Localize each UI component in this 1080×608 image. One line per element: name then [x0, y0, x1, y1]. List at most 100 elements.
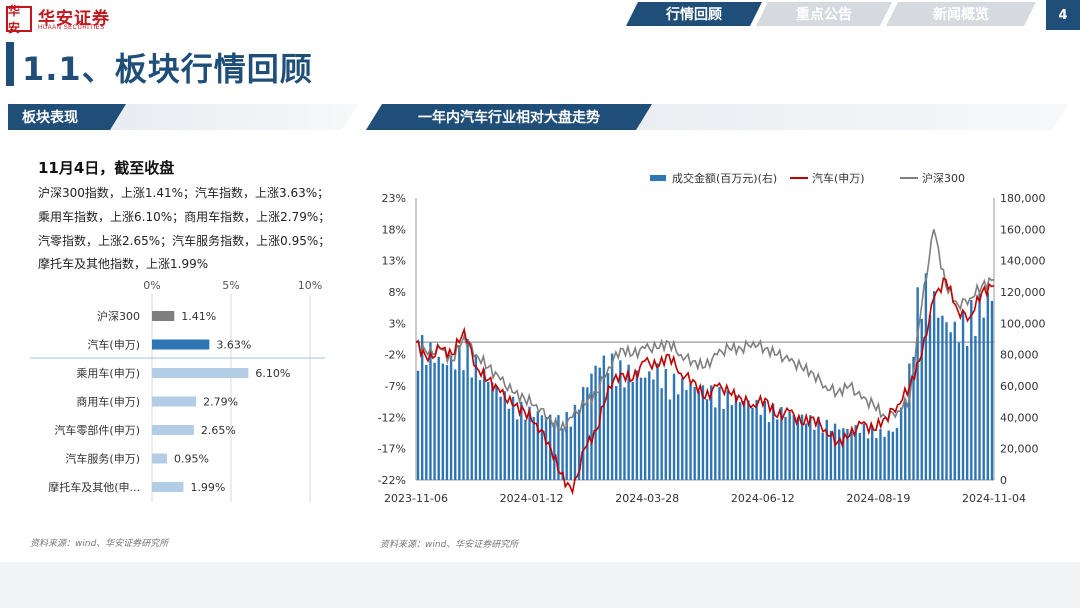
- volume-bar: [767, 422, 771, 480]
- volume-bar: [871, 425, 874, 480]
- volume-bar: [937, 317, 940, 480]
- volume-bar: [866, 438, 870, 480]
- summary-line-3: 汽零指数，上涨2.65%；汽车服务指数，上涨0.95%；: [38, 234, 331, 248]
- volume-bar: [536, 411, 539, 480]
- csi300-line: [415, 229, 995, 434]
- volume-bar: [982, 317, 985, 480]
- volume-bar: [755, 399, 758, 480]
- volume-bar: [821, 432, 824, 480]
- volume-bar: [796, 417, 800, 480]
- volume-bar: [776, 419, 779, 480]
- value-label: 2.79%: [203, 396, 238, 409]
- volume-bar: [639, 377, 643, 480]
- tab-news[interactable]: 新闻概览: [886, 2, 1036, 26]
- tab-announcements[interactable]: 重点公告: [756, 2, 892, 26]
- category-label: 商用车(申万): [76, 395, 140, 409]
- volume-bar: [660, 388, 663, 480]
- category-label: 汽车零部件(申万): [54, 423, 140, 437]
- bar: [152, 368, 249, 378]
- volume-bar: [482, 368, 486, 480]
- legend-label: 汽车(申万): [812, 171, 865, 185]
- volume-bar: [606, 373, 610, 480]
- legend-swatch-volume: [650, 175, 666, 181]
- volume-bar: [561, 428, 564, 480]
- x-tick-label: 5%: [222, 279, 239, 292]
- date-heading: 11月4日，截至收盘: [38, 159, 175, 177]
- category-label: 乘用车(申万): [76, 366, 140, 380]
- volume-bar: [474, 354, 478, 480]
- y-right-tick-label: 40,000: [1000, 411, 1039, 424]
- section-left-header: 板块表现: [8, 104, 126, 130]
- volume-bar: [738, 402, 742, 480]
- volume-bar: [846, 428, 849, 480]
- volume-bar: [515, 419, 519, 480]
- volume-bar: [681, 378, 684, 480]
- bar: [152, 425, 194, 435]
- volume-bar: [784, 416, 787, 480]
- tab-market-review[interactable]: 行情回顾: [626, 2, 762, 26]
- volume-bar: [532, 417, 535, 480]
- volume-bar: [743, 401, 746, 480]
- volume-bar: [883, 436, 886, 480]
- volume-bar: [965, 345, 969, 480]
- y-right-tick-label: 100,000: [1000, 317, 1046, 330]
- volume-bar: [949, 332, 952, 480]
- sector-performance-bar-chart: 0% 5% 10% 沪深300 1.41% 汽车(申万) 3.63% 乘用车(申万) 6.10%…: [30, 279, 325, 502]
- volume-bar: [722, 408, 725, 480]
- x-tick-label: 10%: [298, 279, 322, 292]
- volume-bar: [648, 371, 651, 480]
- y-left-tick-label: -22%: [378, 474, 406, 487]
- y-left-tick-label: 3%: [389, 317, 406, 330]
- bar: [152, 396, 197, 407]
- volume-bar: [668, 399, 672, 480]
- volume-bar: [792, 415, 795, 480]
- volume-bar: [528, 406, 531, 480]
- x-tick-label: 2024-08-19: [846, 492, 910, 505]
- volume-bar: [441, 363, 445, 480]
- volume-bar: [466, 338, 469, 480]
- volume-bar: [953, 321, 956, 480]
- bar: [152, 482, 184, 492]
- volume-bar: [511, 396, 515, 480]
- value-label: 1.41%: [181, 310, 216, 323]
- volume-bar: [577, 409, 581, 480]
- volume-bar: [763, 400, 767, 480]
- y-left-tick-label: -7%: [385, 380, 406, 393]
- volume-bar: [904, 399, 907, 480]
- footer-band: [0, 562, 1080, 608]
- y-right-tick-label: 120,000: [1000, 286, 1046, 299]
- logo-text: 华安证券: [38, 9, 110, 29]
- volume-bar: [800, 414, 804, 480]
- volume-bar: [420, 335, 424, 480]
- volume-bar: [895, 427, 899, 480]
- volume-bar: [615, 386, 618, 480]
- volume-bar: [825, 419, 828, 480]
- title-accent-bar: [6, 42, 14, 86]
- volume-bar: [932, 291, 936, 480]
- volume-bar: [891, 431, 895, 480]
- relative-trend-chart: 成交金额(百万元)(右) 汽车(申万) 沪深300 23% 18% 13% 8% 3% -2% -…: [378, 171, 1046, 505]
- volume-bar: [899, 407, 903, 480]
- volume-bar: [887, 430, 890, 480]
- logo-mark: 华安: [6, 4, 32, 35]
- volume-bar: [689, 384, 692, 480]
- y-right-tick-label: 80,000: [1000, 349, 1039, 362]
- volume-bar: [829, 430, 833, 480]
- volume-bar: [788, 411, 791, 480]
- volume-bar: [813, 429, 816, 480]
- volume-bar: [652, 379, 655, 480]
- volume-bar: [503, 391, 506, 480]
- volume-bar: [672, 373, 676, 480]
- y-right-tick-label: 20,000: [1000, 443, 1039, 456]
- volume-bar: [478, 380, 482, 480]
- summary-line-1: 沪深300指数，上涨1.41%；汽车指数，上涨3.63%；: [38, 186, 330, 200]
- volume-bar: [631, 381, 634, 480]
- volume-bar: [429, 342, 432, 480]
- volume-bar: [470, 377, 473, 480]
- volume-bar: [734, 395, 738, 480]
- y-right-tick-label: 180,000: [1000, 192, 1046, 205]
- volume-bar: [862, 423, 866, 480]
- volume-bar: [676, 394, 680, 480]
- volume-bar: [924, 273, 928, 480]
- x-tick-label: 2024-11-04: [962, 492, 1026, 505]
